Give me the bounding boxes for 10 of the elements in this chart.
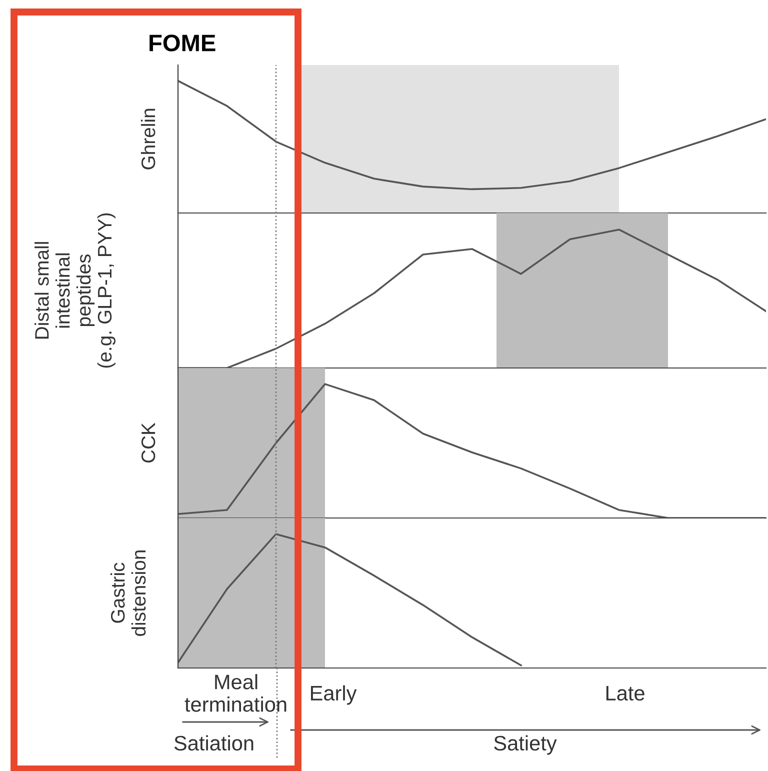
- text: Meal termination: [184, 674, 286, 712]
- text: Late: [606, 686, 644, 701]
- text: Satiation: [174, 735, 254, 751]
- y-axis-title: Gastric distension: [110, 550, 146, 636]
- text: Satiety: [494, 735, 557, 755]
- chart-title: FOME: [150, 34, 216, 52]
- text: Early: [310, 685, 357, 705]
- y-axis-title: Ghrelin: [140, 108, 156, 170]
- y-axis-title: CCK: [141, 422, 156, 463]
- y-axis-title: Distal small intestinal peptides (e.g. GLP-1, PYY): [34, 213, 116, 368]
